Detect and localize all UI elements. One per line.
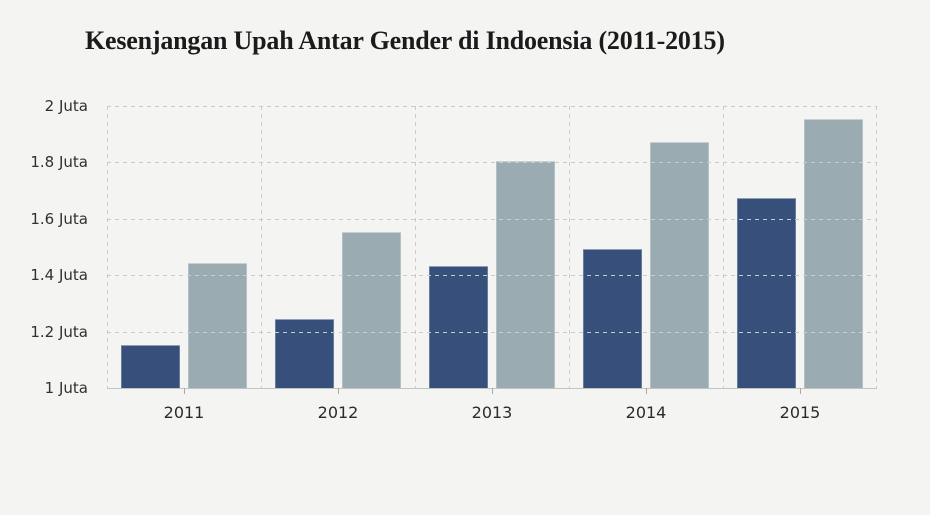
h-gridline [107, 162, 877, 164]
bar-2011-upah-rendah-bar-gelap [121, 344, 180, 388]
v-gridline [415, 106, 416, 388]
x-tick [338, 388, 339, 394]
x-tick [646, 388, 647, 394]
x-tick-label-2013: 2013 [471, 403, 513, 422]
x-tick-label-2012: 2012 [317, 403, 359, 422]
bar-2013-upah-tinggi-bar-terang [496, 161, 555, 388]
bar-2012-upah-rendah-bar-gelap [275, 319, 334, 388]
h-gridline [107, 218, 877, 220]
v-gridline [261, 106, 262, 388]
bottom-white-strip [0, 515, 930, 522]
v-gridline [569, 106, 570, 388]
v-gridline [876, 106, 877, 388]
y-tick-label: 1.2 Juta [30, 322, 88, 341]
footer: Australian Government INVESTING IN WOMEN… [0, 452, 930, 522]
plot-area: 2011 2012 2013 2014 2015 [107, 106, 877, 422]
bar-2015-upah-rendah-bar-gelap [737, 198, 796, 388]
y-tick-label: 1.4 Juta [30, 266, 88, 285]
v-gridline [107, 106, 108, 388]
x-tick-label-2014: 2014 [625, 403, 667, 422]
x-tick [492, 388, 493, 394]
x-tick-label-2011: 2011 [163, 403, 205, 422]
bar-2015-upah-tinggi-bar-terang [804, 119, 863, 388]
x-tick [800, 388, 801, 394]
y-tick-label: 1.6 Juta [30, 209, 88, 228]
y-tick-label: 2 Juta [44, 97, 88, 115]
bar-2014-upah-rendah-bar-gelap [583, 248, 642, 388]
bar-2011-upah-tinggi-bar-terang [188, 262, 247, 388]
bar-2014-upah-tinggi-bar-terang [650, 141, 709, 388]
bar-2013-upah-rendah-bar-gelap [429, 265, 488, 388]
x-tick [184, 388, 185, 394]
y-tick-label: 1.8 Juta [30, 153, 88, 172]
h-gridline [107, 275, 877, 277]
h-gridline [107, 331, 877, 333]
x-tick-label-2015: 2015 [779, 403, 821, 422]
bar-2012-upah-tinggi-bar-terang [342, 231, 401, 388]
v-gridline [723, 106, 724, 388]
y-tick-label: 1 Juta [44, 379, 88, 397]
chart-title: Kesenjangan Upah Antar Gender di Indoens… [85, 26, 725, 55]
h-gridline [107, 106, 877, 107]
